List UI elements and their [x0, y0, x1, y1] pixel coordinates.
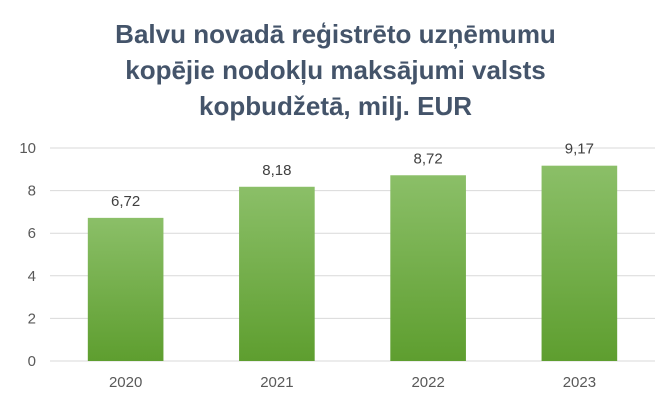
chart-title: Balvu novadā reģistrēto uzņēmumu kopējie… [40, 16, 631, 124]
chart-title-line-3: kopbudžetā, milj. EUR [198, 91, 473, 121]
bar-2023 [541, 165, 618, 361]
y-tick-label: 0 [28, 353, 36, 370]
y-tick-label: 8 [28, 183, 36, 200]
bar-2021 [239, 186, 315, 361]
chart-title-line-1: Balvu novadā reģistrēto uzņēmumu [115, 19, 556, 49]
data-label-2021: 8,18 [262, 162, 291, 179]
x-tick-label-2021: 2021 [260, 374, 293, 391]
y-tick-label: 2 [28, 310, 36, 327]
y-tick-label: 6 [28, 225, 36, 242]
x-tick-label-2022: 2022 [411, 374, 444, 391]
x-tick-label-2023: 2023 [563, 374, 596, 391]
data-labels: 6,72 8,18 8,72 9,17 [111, 141, 594, 210]
x-axis-ticks: 2020 2021 2022 2023 [109, 374, 596, 391]
chart-title-line-2: kopējie nodokļu maksājumi valsts [125, 55, 546, 85]
data-label-2023: 9,17 [565, 141, 594, 158]
bar-2022 [390, 175, 466, 361]
bar-2020 [87, 217, 164, 361]
y-tick-label: 4 [28, 268, 36, 285]
data-label-2020: 6,72 [111, 193, 140, 210]
y-tick-label: 10 [19, 140, 36, 157]
y-axis-ticks: 0 2 4 6 8 10 [19, 140, 36, 370]
x-tick-label-2020: 2020 [109, 374, 142, 391]
bars [87, 165, 618, 361]
data-label-2022: 8,72 [414, 150, 443, 167]
